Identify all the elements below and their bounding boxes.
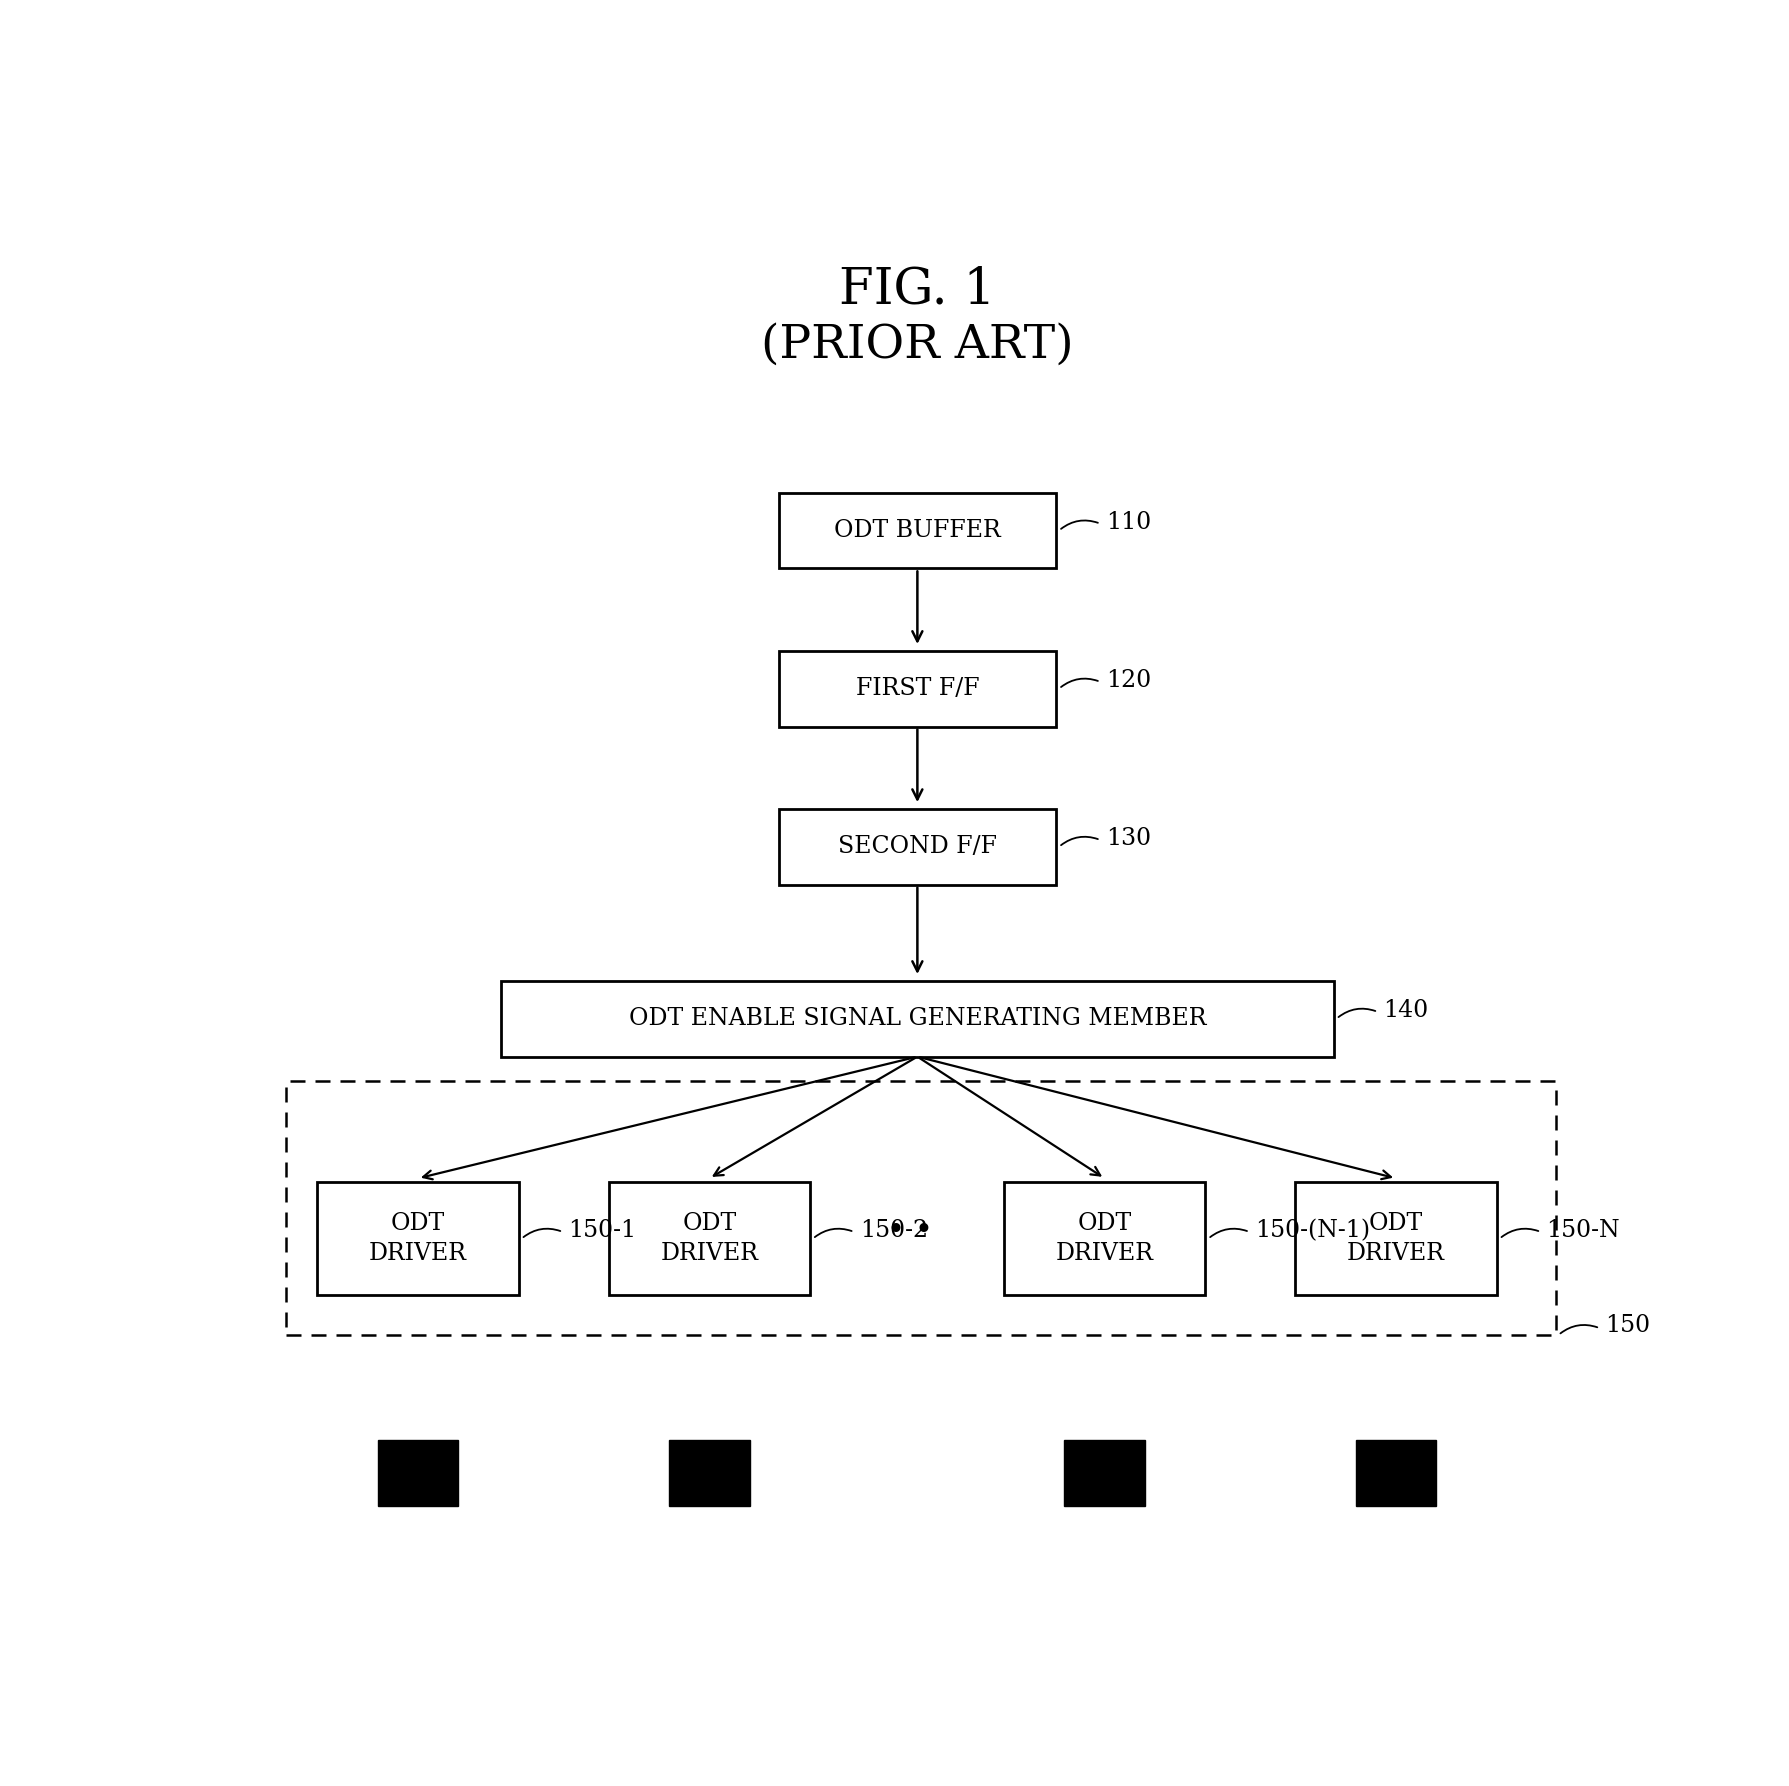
Bar [1064, 1440, 1145, 1506]
Text: ODT
DRIVER: ODT DRIVER [660, 1213, 759, 1266]
Text: ODT BUFFER: ODT BUFFER [834, 520, 1000, 543]
Bar [608, 1182, 809, 1295]
Text: 130: 130 [1106, 827, 1150, 850]
Text: 110: 110 [1106, 511, 1150, 534]
Text: 140: 140 [1383, 998, 1428, 1022]
Text: 150: 150 [1605, 1314, 1649, 1338]
Bar [669, 1440, 750, 1506]
Bar [501, 981, 1333, 1057]
Text: 150-2: 150-2 [859, 1220, 927, 1241]
Text: FIG. 1: FIG. 1 [839, 266, 995, 314]
Text: (PRIOR ART): (PRIOR ART) [760, 321, 1073, 368]
Bar [377, 1440, 458, 1506]
Text: ODT
DRIVER: ODT DRIVER [1347, 1213, 1444, 1266]
Bar [317, 1182, 519, 1295]
Text: 150-(N-1): 150-(N-1) [1254, 1220, 1370, 1241]
Text: ODT
DRIVER: ODT DRIVER [1056, 1213, 1152, 1266]
Text: 120: 120 [1106, 670, 1150, 691]
Text: 150-1: 150-1 [569, 1220, 637, 1241]
Text: ODT ENABLE SIGNAL GENERATING MEMBER: ODT ENABLE SIGNAL GENERATING MEMBER [628, 1007, 1206, 1031]
Text: FIRST F/F: FIRST F/F [855, 677, 979, 700]
Text: • •: • • [887, 1216, 932, 1247]
Bar [1004, 1182, 1204, 1295]
Text: 150-N: 150-N [1546, 1220, 1619, 1241]
Bar [778, 493, 1056, 568]
Bar [778, 650, 1056, 727]
Text: SECOND F/F: SECOND F/F [837, 836, 996, 859]
Text: ODT
DRIVER: ODT DRIVER [369, 1213, 467, 1266]
Bar [1295, 1182, 1496, 1295]
Bar [778, 809, 1056, 884]
Bar [286, 1081, 1555, 1336]
Bar [1354, 1440, 1435, 1506]
